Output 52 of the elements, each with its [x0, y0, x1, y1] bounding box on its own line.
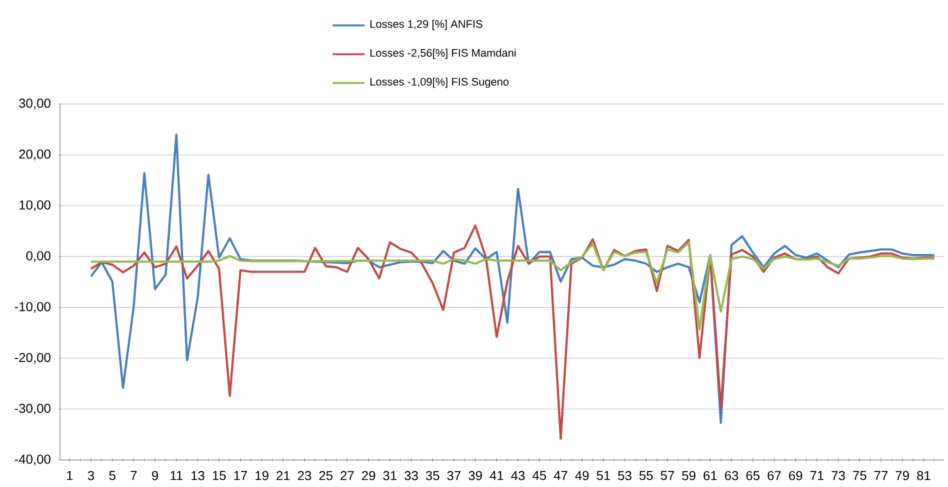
- legend-label: Losses -2,56[%] FIS Mamdani: [370, 48, 516, 60]
- x-tick-label: 69: [789, 471, 802, 480]
- y-tick-label: -20,00: [14, 353, 50, 364]
- x-tick-label: 15: [212, 471, 226, 480]
- x-tick-label: 31: [383, 471, 396, 480]
- x-tick-label: 5: [109, 471, 116, 480]
- x-tick-label: 77: [874, 471, 888, 480]
- x-tick-label: 29: [362, 471, 376, 480]
- x-tick-label: 81: [917, 471, 930, 480]
- x-tick-label: 3: [88, 471, 94, 480]
- x-tick-label: 21: [276, 471, 290, 480]
- x-tick-label: 51: [596, 471, 610, 480]
- x-tick-label: 25: [319, 471, 332, 480]
- y-tick-label: -10,00: [14, 302, 50, 313]
- x-tick-label: 63: [724, 471, 738, 480]
- x-tick-label: 79: [896, 471, 909, 480]
- x-tick-label: 35: [426, 471, 440, 480]
- x-tick-label: 45: [532, 471, 546, 480]
- x-tick-label: 27: [340, 471, 354, 480]
- x-tick-label: 39: [468, 471, 482, 480]
- x-tick-label: 43: [511, 471, 525, 480]
- x-tick-label: 41: [490, 471, 504, 480]
- x-tick-label: 13: [192, 471, 204, 480]
- y-tick-label: -30,00: [14, 404, 50, 415]
- x-tick-label: 61: [704, 471, 717, 480]
- x-tick-label: 59: [682, 471, 696, 480]
- y-tick-label: 20,00: [19, 150, 50, 160]
- x-tick-label: 73: [832, 471, 845, 480]
- x-tick-label: 47: [554, 471, 568, 480]
- x-tick-label: 71: [810, 471, 824, 480]
- x-tick-label: 33: [404, 471, 418, 480]
- y-tick-label: 0,00: [26, 251, 50, 262]
- x-tick-label: 65: [746, 471, 760, 480]
- x-tick-label: 11: [170, 471, 182, 480]
- x-tick-label: 1: [67, 471, 73, 480]
- y-tick-label: -40,00: [14, 454, 50, 466]
- legend-label: Losses 1,29 [%] ANFIS: [370, 20, 482, 30]
- x-tick-label: 49: [575, 471, 589, 480]
- x-tick-label: 53: [618, 471, 632, 480]
- x-tick-label: 7: [130, 471, 137, 480]
- x-tick-label: 17: [234, 471, 247, 480]
- y-tick-label: 30,00: [19, 98, 50, 110]
- x-tick-label: 55: [639, 471, 653, 480]
- x-tick-label: 37: [447, 471, 460, 480]
- x-tick-label: 57: [660, 471, 674, 480]
- legend-label: Losses -1,09[%] FIS Sugeno: [370, 78, 509, 88]
- x-tick-label: 67: [768, 471, 781, 480]
- x-tick-label: 23: [298, 471, 312, 480]
- x-tick-label: 19: [256, 471, 268, 480]
- x-tick-label: 75: [853, 471, 866, 480]
- y-tick-label: 10,00: [20, 200, 50, 212]
- x-tick-label: 9: [152, 471, 158, 480]
